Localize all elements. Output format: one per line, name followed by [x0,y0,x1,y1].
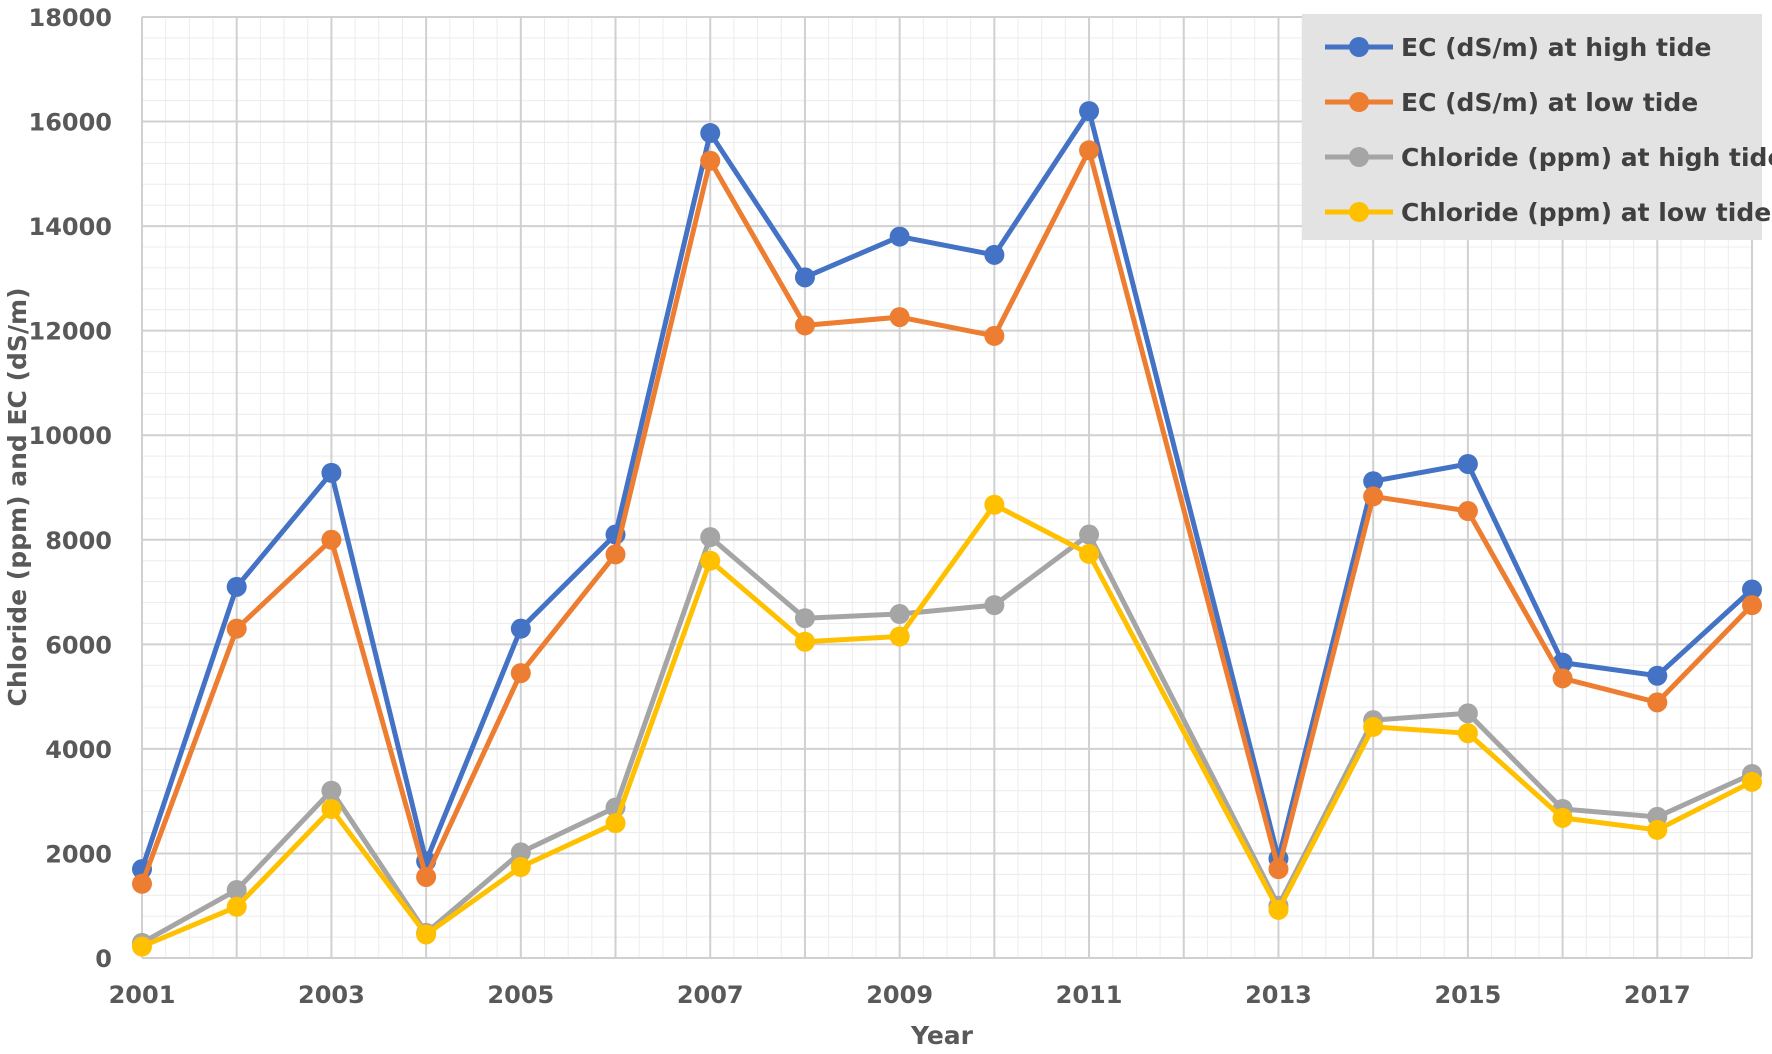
data-point [984,244,1005,265]
data-point [226,880,247,901]
data-point [1363,486,1384,507]
data-point [416,866,437,887]
data-point [889,626,910,647]
data-point [700,550,721,571]
data-point [510,857,531,878]
series-2 [132,140,1762,894]
y-tick-label: 18000 [29,4,113,32]
y-tick-label: 8000 [45,527,112,555]
data-point [794,608,815,629]
data-point [1647,692,1668,713]
data-point [1363,716,1384,737]
data-point [984,494,1005,515]
legend-marker [1349,37,1369,57]
y-tick-label: 0 [95,945,112,973]
data-point [794,267,815,288]
data-point [1742,771,1762,792]
legend-marker [1349,147,1369,167]
x-tick-label: 2013 [1245,981,1312,1009]
data-point [700,527,721,548]
data-point [1742,579,1762,600]
legend-label: EC (dS/m) at low tide [1401,88,1698,117]
data-point [1079,524,1100,545]
legend-item: Chloride (ppm) at low tide [1325,198,1771,227]
data-point [416,924,437,945]
legend-item: Chloride (ppm) at high tide [1325,143,1772,172]
data-point [510,842,531,863]
legend-items: EC (dS/m) at high tide EC (dS/m) at low t… [1325,33,1772,227]
data-point [700,123,721,144]
x-tick-label: 2017 [1624,981,1691,1009]
data-point [794,631,815,652]
data-point [1363,471,1384,492]
data-point [1268,899,1289,920]
data-point [226,576,247,597]
data-point [700,150,721,171]
y-tick-label: 4000 [45,736,112,764]
data-point [1079,543,1100,564]
data-point [1457,703,1478,724]
y-tick-label: 10000 [29,422,113,450]
data-point [1742,595,1762,616]
legend-item: EC (dS/m) at low tide [1325,88,1698,117]
legend: EC (dS/m) at high tide EC (dS/m) at low t… [1302,14,1772,240]
data-point [794,315,815,336]
data-point [1079,101,1100,122]
legend-marker [1349,202,1369,222]
x-tick-label: 2001 [109,981,176,1009]
legend-item: EC (dS/m) at high tide [1325,33,1711,62]
data-point [321,799,342,820]
y-tick-label: 12000 [29,318,113,346]
x-tick-label: 2015 [1434,981,1501,1009]
series-4 [132,494,1762,957]
data-point [984,595,1005,616]
data-point [1457,501,1478,522]
data-point [1647,665,1668,686]
data-point [889,226,910,247]
data-point [321,462,342,483]
y-tick-label: 16000 [29,109,113,137]
data-point [132,936,152,957]
data-point [605,813,626,834]
y-tick-label: 2000 [45,840,112,868]
y-axis-title: Chloride (ppm) and EC (dS/m) [3,287,32,706]
x-tick-label: 2007 [677,981,744,1009]
data-point [132,873,152,894]
legend-label: Chloride (ppm) at low tide [1401,198,1771,227]
data-point [1552,807,1573,828]
legend-label: Chloride (ppm) at high tide [1401,143,1772,172]
data-point [226,618,247,639]
data-point [321,780,342,801]
y-axis-tick-labels: 0 2000 4000 6000 8000 10000 12000 14000 16000 180… [29,4,113,973]
x-tick-label: 2011 [1056,981,1123,1009]
data-point [984,325,1005,346]
data-point [889,307,910,328]
data-point [1552,668,1573,689]
data-point [1647,819,1668,840]
data-point [889,604,910,625]
data-point [1457,453,1478,474]
x-tick-label: 2005 [487,981,554,1009]
y-tick-label: 14000 [29,213,113,241]
legend-background [1302,14,1762,240]
data-point [226,896,247,917]
x-tick-label: 2009 [866,981,933,1009]
data-point [510,618,531,639]
legend-marker [1349,92,1369,112]
data-point [321,529,342,550]
legend-label: EC (dS/m) at high tide [1401,33,1711,62]
y-tick-label: 6000 [45,631,112,659]
data-point [1268,859,1289,880]
x-tick-label: 2003 [298,981,365,1009]
series-layer [132,101,1762,957]
data-point [1457,723,1478,744]
x-axis-title: Year [910,1021,974,1050]
series-3 [132,524,1762,953]
data-point [605,544,626,565]
data-point [510,663,531,684]
data-point [1079,140,1100,161]
x-axis-tick-labels: 2001 2003 2005 2007 2009 2011 2013 2015 2017 [109,981,1691,1009]
